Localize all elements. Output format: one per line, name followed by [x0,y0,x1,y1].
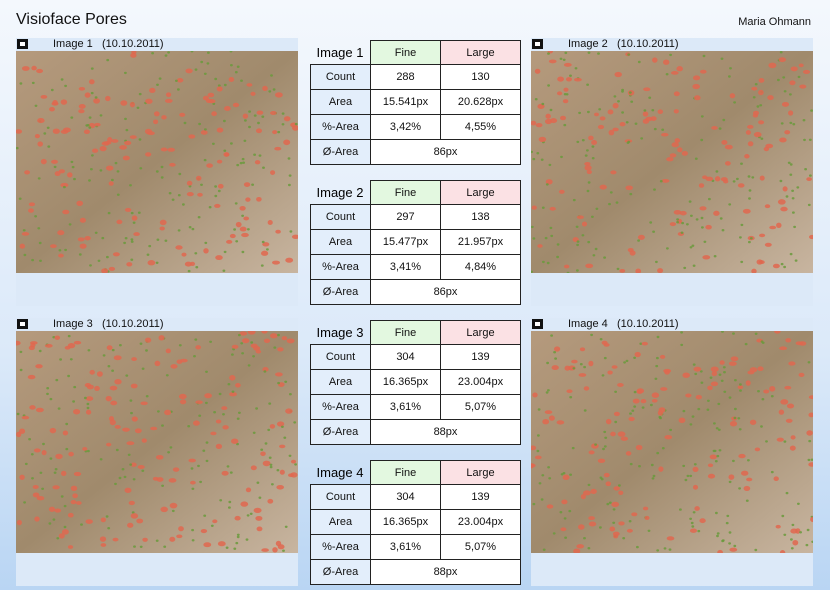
average-value: 86px [370,279,521,305]
skin-image [531,331,813,553]
image-panel: Image 4 (10.10.2011) [531,318,813,586]
row-label: Ø-Area [310,559,371,585]
row-label: %-Area [310,114,371,140]
stats-table: Image 2 Fine Large Count 297 138 Area 15.477px 2… [310,180,521,306]
large-value: 23.004px [440,509,521,535]
header-large: Large [440,320,521,345]
header-fine: Fine [370,180,441,205]
skin-image [16,51,298,273]
panel-icon-inner [20,322,25,326]
header-fine: Fine [370,460,441,485]
panel-icon-inner [20,42,25,46]
average-value: 86px [370,139,521,165]
table-title: Image 2 [316,184,364,200]
fine-value: 16.365px [370,369,441,395]
panel-date: (10.10.2011) [102,318,164,330]
large-value: 21.957px [440,229,521,255]
large-value: 5,07% [440,394,521,420]
row-label: Ø-Area [310,139,371,165]
large-value: 139 [440,344,521,370]
stats-table: Image 1 Fine Large Count 288 130 Area 15.541px 2… [310,40,521,166]
fine-value: 288 [370,64,441,90]
large-value: 5,07% [440,534,521,560]
panel-date: (10.10.2011) [617,318,679,330]
fine-value: 3,42% [370,114,441,140]
skin-image [16,331,298,553]
average-value: 88px [370,559,521,585]
row-label: Count [310,64,371,90]
large-value: 139 [440,484,521,510]
panel-icon-inner [535,42,540,46]
row-label: Ø-Area [310,419,371,445]
row-label: Count [310,484,371,510]
table-title: Image 1 [316,44,364,60]
panel-name: Image 3 [53,318,93,330]
panel-icon[interactable] [532,319,543,329]
header-fine: Fine [370,320,441,345]
row-label: Area [310,509,371,535]
skin-image [531,51,813,273]
row-label: Count [310,204,371,230]
stats-table: Image 4 Fine Large Count 304 139 Area 16.365px 2… [310,460,521,586]
panel-name: Image 1 [53,38,93,50]
large-value: 4,84% [440,254,521,280]
panel-icon[interactable] [17,319,28,329]
row-label: %-Area [310,394,371,420]
fine-value: 3,61% [370,394,441,420]
row-label: Count [310,344,371,370]
image-panel: Image 3 (10.10.2011) [16,318,298,586]
row-label: %-Area [310,254,371,280]
large-value: 130 [440,64,521,90]
header-large: Large [440,180,521,205]
row-label: Area [310,89,371,115]
image-panel: Image 1 (10.10.2011) [16,38,298,306]
large-value: 4,55% [440,114,521,140]
header-large: Large [440,460,521,485]
image-panel: Image 2 (10.10.2011) [531,38,813,306]
panel-name: Image 4 [568,318,608,330]
stats-table: Image 3 Fine Large Count 304 139 Area 16.365px 2… [310,320,521,446]
table-title: Image 4 [316,464,364,480]
panel-icon[interactable] [17,39,28,49]
panel-date: (10.10.2011) [102,38,164,50]
fine-value: 3,41% [370,254,441,280]
panel-icon-inner [535,322,540,326]
row-label: Area [310,369,371,395]
table-title: Image 3 [316,324,364,340]
fine-value: 15.541px [370,89,441,115]
panel-icon[interactable] [532,39,543,49]
row-label: %-Area [310,534,371,560]
fine-value: 297 [370,204,441,230]
row-label: Area [310,229,371,255]
fine-value: 15.477px [370,229,441,255]
fine-value: 304 [370,344,441,370]
header-fine: Fine [370,40,441,65]
large-value: 138 [440,204,521,230]
header-large: Large [440,40,521,65]
report-title: Visioface Pores [16,11,127,28]
user-name: Maria Ohmann [738,16,811,28]
average-value: 88px [370,419,521,445]
large-value: 20.628px [440,89,521,115]
panel-name: Image 2 [568,38,608,50]
panel-date: (10.10.2011) [617,38,679,50]
large-value: 23.004px [440,369,521,395]
fine-value: 16.365px [370,509,441,535]
fine-value: 304 [370,484,441,510]
fine-value: 3,61% [370,534,441,560]
row-label: Ø-Area [310,279,371,305]
